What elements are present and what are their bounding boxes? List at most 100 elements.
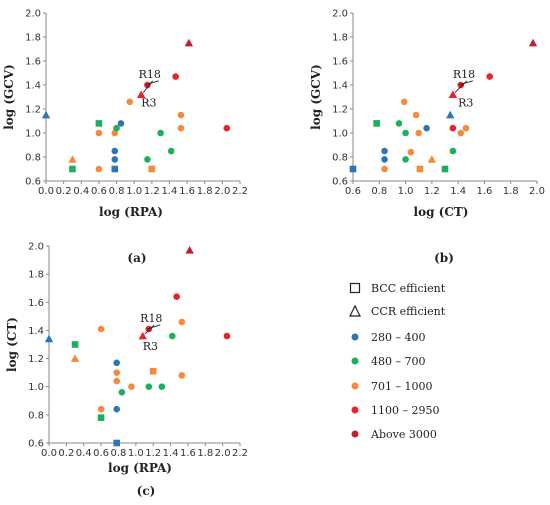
data-point xyxy=(402,129,409,137)
data-point xyxy=(117,120,125,127)
data-point xyxy=(95,165,103,173)
y-tick-label: 1.2 xyxy=(332,105,348,116)
x-tick-label: 0.0 xyxy=(38,186,54,197)
annotation-arrow xyxy=(458,80,474,86)
x-tick-label: 2.0 xyxy=(215,448,231,459)
legend-item: 480 – 700 xyxy=(351,355,425,368)
x-tick-label: 1.6 xyxy=(180,448,196,459)
x-tick-label: 1.8 xyxy=(197,448,213,459)
annotation-label: R18 xyxy=(140,312,162,325)
data-point xyxy=(158,383,166,391)
panel-label: (b) xyxy=(434,251,454,265)
y-tick-label: 1.6 xyxy=(332,57,348,68)
data-point xyxy=(449,147,457,155)
x-tick-label: 0.6 xyxy=(345,186,361,197)
data-point xyxy=(149,367,157,375)
y-tick-label: 1.2 xyxy=(25,105,41,116)
legend-dot-marker xyxy=(351,357,359,365)
y-tick-label: 1.6 xyxy=(28,298,44,309)
x-tick-label: 1.8 xyxy=(503,186,519,197)
x-tick-label: 2.0 xyxy=(529,186,545,197)
x-tick-label: 0.0 xyxy=(41,448,57,459)
y-axis-label: log (GCV) xyxy=(2,64,16,130)
data-point xyxy=(172,73,179,80)
x-tick-label: 0.2 xyxy=(58,448,74,459)
annotation-label: R18 xyxy=(453,68,475,81)
data-point xyxy=(97,325,105,333)
y-tick-label: 1.0 xyxy=(25,129,41,140)
y-tick-label: 1.4 xyxy=(332,81,348,92)
legend-item: Above 3000 xyxy=(351,428,437,441)
data-point xyxy=(95,120,103,127)
data-point xyxy=(423,124,430,132)
x-tick-label: 1.4 xyxy=(450,186,466,197)
x-axis-label: log (CT) xyxy=(414,205,469,219)
data-point xyxy=(111,156,119,163)
x-tick-label: 0.8 xyxy=(109,186,125,197)
data-point xyxy=(349,165,357,173)
x-tick-label: 1.2 xyxy=(144,186,160,197)
x-tick-label: 1.4 xyxy=(162,186,178,197)
legend-item: 280 – 400 xyxy=(351,331,425,344)
data-point xyxy=(381,165,388,173)
data-point xyxy=(177,124,185,132)
x-tick-label: 1.2 xyxy=(424,186,440,197)
data-point xyxy=(113,124,120,132)
data-point xyxy=(44,334,54,343)
data-point xyxy=(441,165,449,173)
panel-2: 0.0 0.2 0.4 0.6 0.8 1.0 1.2 1.4 1.6 1.8 2.0 2.20.60… xyxy=(5,242,248,499)
x-axis-label: log (RPA) xyxy=(99,205,163,219)
y-tick-label: 0.8 xyxy=(28,410,44,421)
legend-label: Above 3000 xyxy=(370,428,437,441)
data-point xyxy=(68,155,77,163)
data-point xyxy=(145,383,153,391)
x-tick-label: 0.6 xyxy=(93,448,109,459)
x-tick-label: 0.2 xyxy=(56,186,72,197)
data-point xyxy=(167,147,175,155)
x-tick-label: 0.8 xyxy=(371,186,387,197)
x-tick-label: 0.6 xyxy=(91,186,107,197)
data-point xyxy=(138,331,147,340)
y-axis-label: log (CT) xyxy=(5,317,19,372)
data-point xyxy=(95,129,103,137)
data-point xyxy=(528,38,538,47)
data-point xyxy=(173,293,180,300)
y-tick-label: 1.2 xyxy=(28,354,44,365)
panel-label: (c) xyxy=(137,484,156,498)
y-tick-label: 1.0 xyxy=(28,382,44,393)
data-point xyxy=(145,325,153,333)
legend-dot-marker xyxy=(351,382,359,390)
y-tick-label: 1.8 xyxy=(25,33,41,44)
legend-label: BCC efficient xyxy=(371,282,446,295)
data-point xyxy=(381,147,388,155)
data-point xyxy=(144,156,151,163)
data-point xyxy=(118,389,126,396)
data-point xyxy=(381,156,388,163)
annotation-arrow xyxy=(144,324,155,335)
annotation-label: R3 xyxy=(458,97,473,110)
legend-label: 1100 – 2950 xyxy=(371,404,439,417)
legend-item: CCR efficient xyxy=(349,304,446,318)
y-tick-label: 1.8 xyxy=(332,33,348,44)
y-tick-label: 2.0 xyxy=(25,9,41,20)
legend-label: 480 – 700 xyxy=(371,355,425,368)
data-point xyxy=(177,111,185,119)
data-point xyxy=(185,246,194,254)
y-axis-label: log (GCV) xyxy=(309,64,323,130)
data-point xyxy=(71,341,79,348)
x-tick-label: 2.2 xyxy=(232,448,248,459)
legend-item: BCC efficient xyxy=(349,282,446,295)
x-tick-label: 1.8 xyxy=(197,186,213,197)
data-point xyxy=(168,332,176,340)
data-point xyxy=(449,124,457,132)
data-point xyxy=(446,110,455,119)
y-tick-label: 1.4 xyxy=(25,81,41,92)
x-tick-label: 1.0 xyxy=(126,186,142,197)
data-point xyxy=(184,38,194,47)
data-point xyxy=(113,359,121,367)
y-tick-label: 1.0 xyxy=(332,129,348,140)
legend-square-marker xyxy=(349,282,361,294)
legend-label: 280 – 400 xyxy=(371,331,425,344)
panel-label: (a) xyxy=(127,251,146,265)
